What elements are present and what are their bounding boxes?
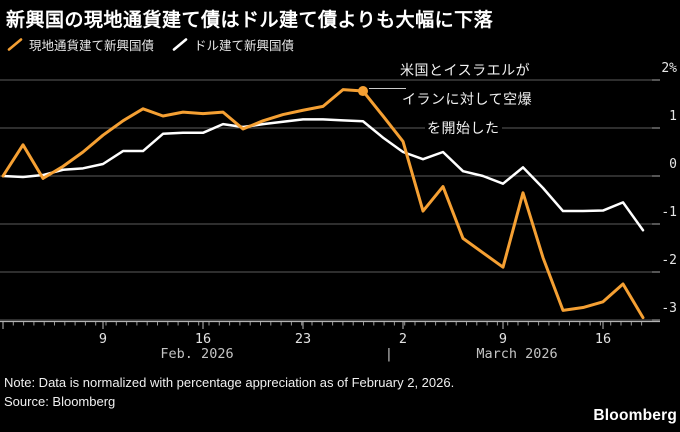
y-axis-label: -2 (661, 253, 677, 268)
legend-slash-dollar-icon (172, 38, 188, 51)
month-separator: | (385, 346, 393, 362)
y-axis-label: 2% (661, 61, 677, 76)
y-axis-label: 0 (669, 157, 677, 172)
month-label: Feb. 2026 (160, 346, 233, 362)
x-axis-label: 9 (99, 331, 107, 347)
x-axis-label: 16 (595, 331, 611, 347)
legend-item-dollar: ドル建て新興国債 (172, 35, 294, 54)
source-line: Source: Bloomberg (4, 394, 116, 409)
event-annotation-line-2: イランに対して空爆 (400, 91, 535, 108)
y-axis-label: -3 (661, 301, 677, 316)
chart-title: 新興国の現地通貨建て債はドル建て債よりも大幅に下落 (6, 10, 494, 31)
y-axis-label: 1 (669, 109, 677, 124)
legend-slash-local-icon (7, 38, 23, 51)
legend-label-dollar: ドル建て新興国債 (194, 39, 295, 53)
event-marker-dot (358, 86, 368, 97)
event-annotation-line-3: を開始した (425, 120, 502, 137)
event-annotation-line-1: 米国とイスラエルが (398, 62, 533, 79)
legend-label-local-currency: 現地通貨建て新興国債 (29, 39, 155, 53)
x-axis-label: 23 (295, 331, 311, 347)
chart-legend: 現地通貨建て新興国債 ドル建て新興国債 (7, 35, 294, 54)
x-axis-label: 2 (399, 331, 407, 347)
series-line-dollar (1, 118, 645, 232)
month-label: March 2026 (476, 346, 557, 362)
footnote: Note: Data is normalized with percentage… (4, 375, 455, 390)
y-axis-label: -1 (661, 205, 677, 220)
bloomberg-logo: Bloomberg (593, 407, 677, 424)
x-axis-label: 16 (195, 331, 211, 347)
series-line-local-currency (1, 88, 645, 320)
x-axis-label: 9 (499, 331, 507, 347)
legend-item-local-currency: 現地通貨建て新興国債 (7, 35, 154, 54)
